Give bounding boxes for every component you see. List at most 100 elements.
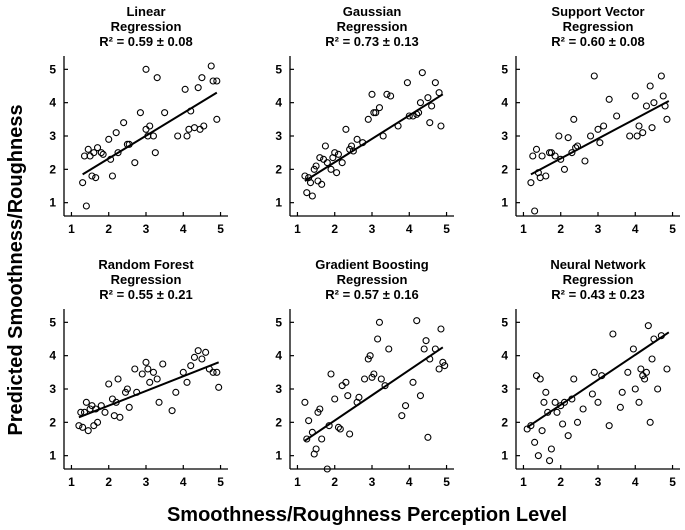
scatter-point (536, 375, 544, 383)
scatter-point (538, 152, 546, 160)
scatter-point (105, 380, 113, 388)
scatter-point (346, 430, 354, 438)
scatter-point (213, 77, 221, 85)
scatter-point (564, 134, 572, 142)
scatter-point (82, 202, 90, 210)
scatter-point (168, 407, 176, 415)
scatter-point (355, 393, 363, 401)
scatter-point (198, 74, 206, 82)
scatter-point (590, 368, 598, 376)
x-tick-label: 1 (294, 222, 301, 236)
scatter-point (579, 405, 587, 413)
scatter-point (657, 72, 665, 80)
scatter-point (213, 368, 221, 376)
scatter-point (538, 427, 546, 435)
scatter-point (605, 95, 613, 103)
y-tick-label: 4 (501, 349, 508, 363)
scatter-point (594, 125, 602, 133)
scatter-point (146, 122, 154, 130)
scatter-point (374, 335, 382, 343)
y-tick-label: 3 (49, 129, 56, 143)
scatter-point (375, 104, 384, 112)
subplot-title-line1: Neural Network (550, 257, 646, 272)
scatter-point (555, 132, 563, 140)
y-tick-label: 1 (49, 196, 56, 210)
scatter-point (209, 368, 217, 376)
scatter-point (319, 155, 328, 163)
scatter-point (92, 174, 100, 182)
scatter-point (187, 362, 195, 370)
y-tick-label: 4 (49, 96, 56, 110)
regression-fit-line (82, 91, 218, 176)
y-tick-label: 4 (275, 349, 282, 363)
scatter-point (590, 72, 598, 80)
scatter-point (387, 92, 395, 100)
scatter-point (639, 129, 647, 137)
scatter-point (532, 145, 541, 153)
scatter-point (416, 99, 425, 107)
scatter-point (181, 85, 189, 93)
scatter-point (215, 383, 223, 391)
scatter-point (545, 457, 554, 465)
scatter-point (200, 122, 208, 130)
x-tick-label: 1 (520, 475, 527, 489)
scatter-point (138, 370, 146, 378)
scatter-point (79, 179, 87, 187)
scatter-point (183, 378, 191, 386)
scatter-point (635, 122, 643, 130)
scatter-point (642, 368, 651, 376)
scatter-point (568, 149, 576, 157)
y-tick-label: 3 (49, 382, 56, 396)
scatter-point (308, 192, 316, 200)
x-tick-label: 5 (669, 222, 676, 236)
subplot-r2-stat: R² = 0.43 ± 0.23 (551, 287, 645, 302)
y-tick-label: 3 (275, 382, 282, 396)
scatter-point (318, 180, 326, 188)
regression-fit-line (304, 93, 444, 182)
subplot-title-line1: Gaussian (343, 4, 402, 19)
scatter-point (377, 375, 385, 383)
scatter-point (305, 417, 313, 425)
scatter-point (416, 392, 425, 400)
x-tick-label: 4 (632, 222, 639, 236)
regression-fit-line (526, 331, 670, 429)
y-tick-label: 5 (49, 315, 56, 329)
scatter-point (648, 355, 656, 363)
scatter-point (368, 90, 376, 98)
scatter-point (364, 115, 372, 123)
scatter-point (301, 172, 309, 180)
scatter-point (136, 109, 144, 117)
scatter-point (202, 348, 210, 356)
scatter-point (213, 115, 221, 123)
subplot-r2-stat: R² = 0.57 ± 0.16 (325, 287, 419, 302)
scatter-point (153, 375, 161, 383)
scatter-point (344, 392, 352, 400)
scatter-point (79, 423, 87, 431)
scatter-point (422, 337, 430, 345)
x-tick-label: 1 (520, 222, 527, 236)
subplot-title-line2: Regression (337, 19, 408, 34)
scatter-point (331, 149, 339, 157)
scatter-point (161, 109, 169, 117)
scatter-point (314, 177, 322, 185)
scatter-point (609, 330, 617, 338)
scatter-point (381, 382, 389, 390)
scatter-point (93, 418, 102, 426)
y-tick-label: 2 (49, 162, 56, 176)
y-tick-label: 1 (275, 449, 282, 463)
scatter-point (626, 132, 634, 140)
y-tick-label: 5 (275, 62, 282, 76)
scatter-point (637, 365, 645, 373)
scatter-point (551, 398, 559, 406)
scatter-point (327, 370, 335, 378)
x-tick-label: 2 (105, 222, 112, 236)
scatter-point (616, 403, 624, 411)
x-tick-label: 5 (443, 222, 450, 236)
scatter-point (155, 398, 163, 406)
scatter-point (596, 139, 604, 147)
y-tick-label: 2 (275, 162, 282, 176)
subplot-r2-stat: R² = 0.59 ± 0.08 (99, 34, 193, 49)
scatter-point (441, 362, 449, 370)
